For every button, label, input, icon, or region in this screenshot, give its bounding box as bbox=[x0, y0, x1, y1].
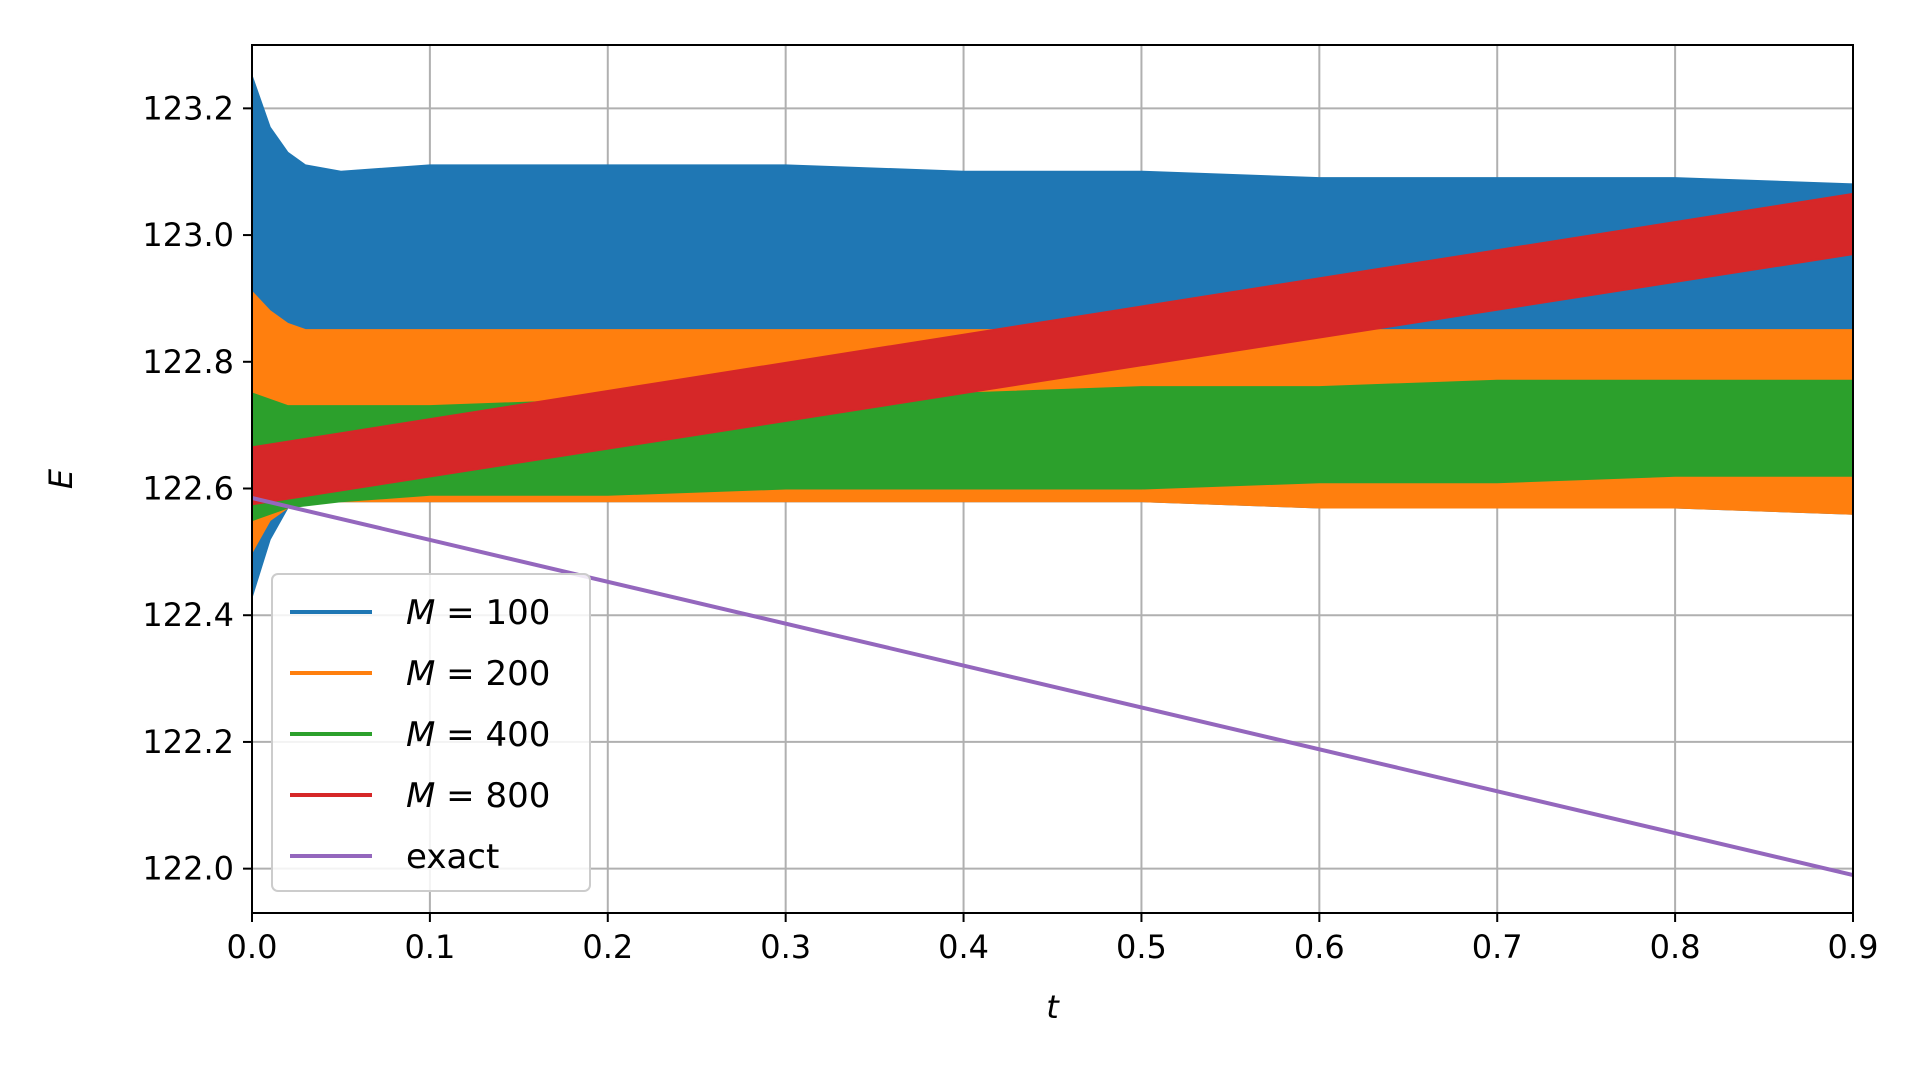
y-tick-label: 122.8 bbox=[142, 343, 234, 381]
legend-label-value: 800 bbox=[485, 776, 550, 816]
y-tick-label: 122.4 bbox=[142, 596, 234, 634]
legend-label: M = 800 bbox=[406, 776, 550, 816]
x-tick-label: 0.2 bbox=[582, 928, 633, 966]
y-tick-label: 122.0 bbox=[142, 850, 234, 888]
legend-label-var: M bbox=[406, 654, 435, 694]
y-tick-label: 122.6 bbox=[142, 470, 234, 508]
legend-label-eq: = bbox=[435, 593, 485, 633]
legend-label-value: 100 bbox=[485, 593, 550, 633]
axis-ticks: 0.0 0.1 0.2 0.3 0.4 0.5 0.6 0.7 0.8 0.9 122.0 122.2… bbox=[142, 89, 1878, 966]
x-tick-label: 0.0 bbox=[227, 928, 278, 966]
legend-label-var: M bbox=[406, 776, 435, 816]
y-tick-label: 123.0 bbox=[142, 216, 234, 254]
legend-label-var: M bbox=[406, 593, 435, 633]
legend-label: exact bbox=[406, 837, 499, 877]
legend-label-value: 400 bbox=[485, 715, 550, 755]
series-band-800 bbox=[252, 192, 1853, 506]
x-tick-label: 0.4 bbox=[938, 928, 989, 966]
legend-label-eq: = bbox=[435, 715, 485, 755]
x-tick-label: 0.9 bbox=[1828, 928, 1879, 966]
legend-label-eq: = bbox=[435, 776, 485, 816]
x-tick-label: 0.7 bbox=[1472, 928, 1523, 966]
legend-label-var: M bbox=[406, 715, 435, 755]
y-tick-label: 122.2 bbox=[142, 723, 234, 761]
x-tick-label: 0.8 bbox=[1650, 928, 1701, 966]
legend-box bbox=[271, 573, 591, 892]
y-tick-label: 123.2 bbox=[142, 89, 234, 127]
legend-label: M = 400 bbox=[406, 715, 550, 755]
legend-label-value: exact bbox=[406, 837, 499, 877]
legend-label-value: 200 bbox=[485, 654, 550, 694]
plot-frame bbox=[251, 44, 1854, 914]
x-tick-label: 0.6 bbox=[1294, 928, 1345, 966]
x-tick-label: 0.1 bbox=[404, 928, 455, 966]
x-tick-label: 0.5 bbox=[1116, 928, 1167, 966]
x-tick-label: 0.3 bbox=[760, 928, 811, 966]
series-line-exact bbox=[252, 496, 1853, 877]
legend-label: M = 100 bbox=[406, 593, 550, 633]
plot-area bbox=[252, 76, 1853, 877]
y-axis-label: E bbox=[42, 468, 80, 489]
legend-label-eq: = bbox=[435, 654, 485, 694]
x-axis-label: t bbox=[1046, 988, 1060, 1026]
legend-label: M = 200 bbox=[406, 654, 550, 694]
